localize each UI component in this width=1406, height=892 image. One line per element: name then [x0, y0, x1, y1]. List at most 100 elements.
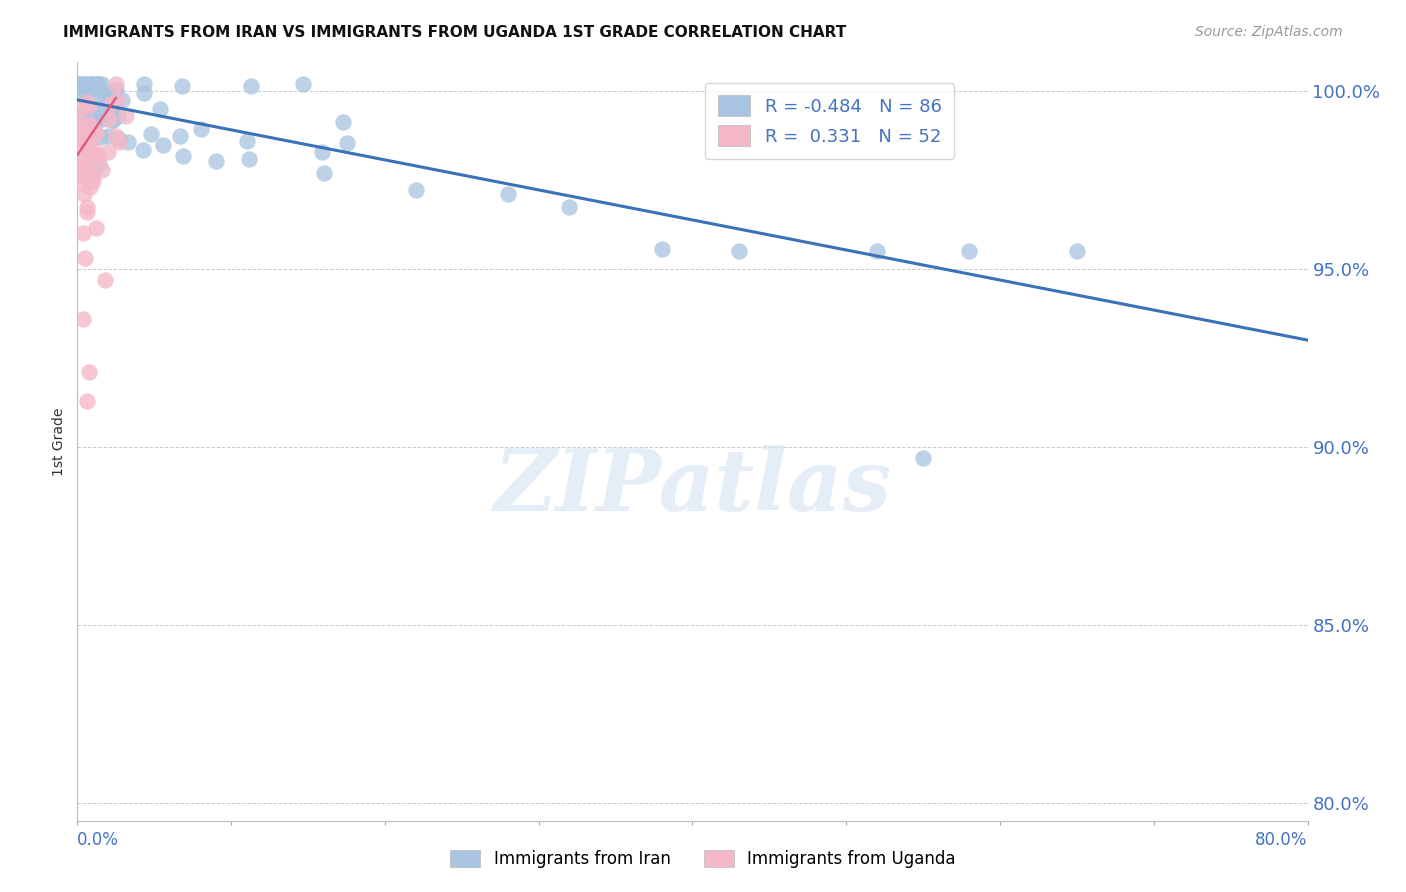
Point — [291, 77, 314, 91]
Point — [82, 80, 104, 95]
Point — [77, 147, 100, 161]
Point — [84, 126, 107, 140]
Point — [1066, 244, 1088, 259]
Point — [86, 77, 108, 91]
Point — [132, 86, 155, 100]
Point — [83, 97, 105, 112]
Point — [727, 244, 749, 259]
Point — [86, 77, 108, 91]
Point — [79, 179, 101, 194]
Point — [77, 365, 100, 379]
Point — [149, 102, 172, 116]
Point — [67, 120, 90, 134]
Point — [111, 93, 134, 107]
Point — [67, 78, 90, 93]
Point — [84, 113, 107, 128]
Point — [82, 174, 104, 188]
Point — [70, 150, 93, 164]
Point — [80, 147, 103, 161]
Point — [86, 149, 108, 163]
Text: IMMIGRANTS FROM IRAN VS IMMIGRANTS FROM UGANDA 1ST GRADE CORRELATION CHART: IMMIGRANTS FROM IRAN VS IMMIGRANTS FROM … — [63, 25, 846, 40]
Point — [87, 77, 110, 91]
Point — [73, 186, 96, 201]
Text: Source: ZipAtlas.com: Source: ZipAtlas.com — [1195, 25, 1343, 39]
Point — [101, 112, 124, 127]
Point — [77, 167, 100, 181]
Point — [76, 131, 98, 145]
Point — [82, 122, 104, 136]
Point — [83, 80, 105, 95]
Point — [107, 135, 129, 149]
Point — [87, 157, 110, 171]
Legend: Immigrants from Iran, Immigrants from Uganda: Immigrants from Iran, Immigrants from Ug… — [444, 843, 962, 875]
Point — [101, 113, 124, 128]
Point — [94, 90, 117, 104]
Point — [73, 77, 96, 91]
Point — [76, 204, 98, 219]
Point — [100, 97, 122, 112]
Point — [97, 112, 120, 127]
Point — [76, 200, 98, 214]
Point — [82, 77, 104, 91]
Point — [84, 84, 107, 98]
Point — [98, 103, 121, 118]
Point — [72, 227, 94, 241]
Point — [91, 112, 114, 126]
Point — [70, 131, 93, 145]
Point — [100, 103, 122, 117]
Point — [82, 119, 104, 133]
Point — [83, 144, 105, 158]
Point — [83, 162, 105, 177]
Point — [240, 78, 263, 93]
Point — [79, 77, 101, 91]
Point — [76, 393, 98, 408]
Point — [90, 130, 112, 145]
Point — [87, 77, 110, 91]
Point — [70, 145, 93, 159]
Point — [80, 102, 103, 116]
Point — [172, 149, 194, 163]
Point — [73, 77, 96, 91]
Point — [94, 272, 117, 286]
Point — [67, 77, 90, 91]
Point — [105, 93, 128, 107]
Point — [89, 110, 111, 124]
Point — [190, 122, 212, 136]
Point — [79, 77, 101, 91]
Legend: R = -0.484   N = 86, R =  0.331   N = 52: R = -0.484 N = 86, R = 0.331 N = 52 — [704, 83, 955, 159]
Point — [205, 153, 228, 168]
Point — [651, 242, 673, 256]
Point — [104, 85, 127, 99]
Point — [82, 169, 104, 183]
Point — [76, 95, 98, 109]
Point — [72, 77, 94, 91]
Point — [957, 244, 980, 259]
Point — [67, 167, 90, 181]
Point — [76, 103, 98, 118]
Point — [75, 169, 97, 184]
Point — [866, 244, 889, 259]
Point — [558, 200, 581, 214]
Point — [336, 136, 359, 150]
Point — [97, 128, 120, 143]
Point — [77, 162, 100, 177]
Point — [69, 128, 91, 143]
Point — [311, 145, 333, 159]
Point — [104, 82, 127, 96]
Point — [77, 99, 100, 113]
Point — [69, 108, 91, 122]
Point — [105, 77, 128, 91]
Point — [67, 160, 90, 174]
Point — [132, 143, 155, 157]
Point — [72, 167, 94, 181]
Point — [76, 142, 98, 156]
Y-axis label: 1st Grade: 1st Grade — [52, 408, 66, 475]
Point — [79, 82, 101, 96]
Point — [75, 85, 97, 99]
Point — [79, 108, 101, 122]
Point — [312, 166, 335, 180]
Point — [236, 134, 259, 148]
Point — [82, 121, 104, 136]
Point — [132, 77, 155, 91]
Point — [105, 128, 128, 143]
